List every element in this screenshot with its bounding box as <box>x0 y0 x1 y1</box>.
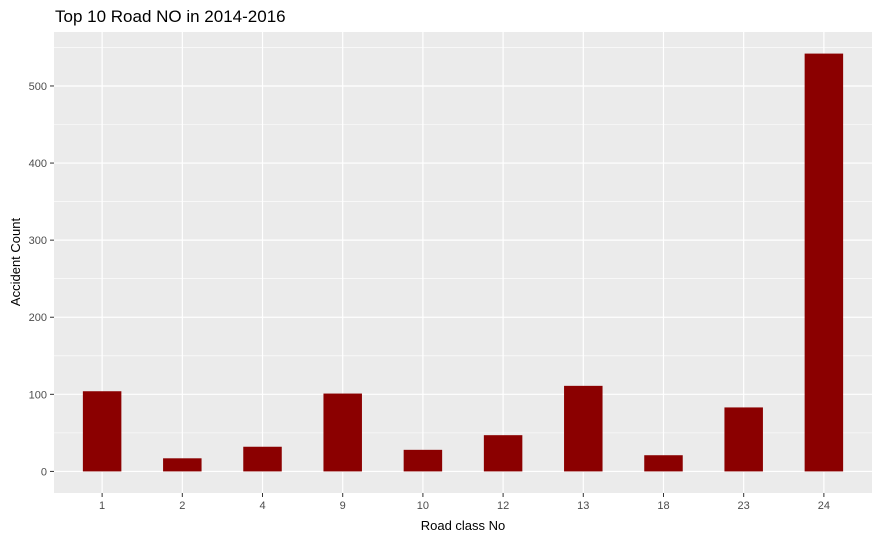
x-tick-label: 10 <box>417 500 429 512</box>
x-tick-label: 12 <box>497 500 509 512</box>
bar-18 <box>644 455 683 472</box>
y-tick-label: 500 <box>29 81 47 93</box>
bar-10 <box>403 449 443 472</box>
x-tick-label: 1 <box>99 500 105 512</box>
x-tick-label: 2 <box>179 500 185 512</box>
y-axis-ticks: 0 100 200 300 400 500 <box>29 81 54 478</box>
bar-1 <box>82 391 122 472</box>
y-tick-label: 100 <box>29 389 47 401</box>
bar-9 <box>323 393 362 472</box>
x-tick-label: 24 <box>818 500 830 512</box>
y-axis-title: Accident Count <box>8 218 23 307</box>
x-axis-title: Road class No <box>421 518 506 533</box>
bars <box>82 53 844 472</box>
x-tick-label: 23 <box>738 500 750 512</box>
minor-gridlines <box>54 47 872 434</box>
y-tick-label: 300 <box>29 235 47 247</box>
bar-23 <box>724 407 763 472</box>
x-tick-label: 9 <box>340 500 346 512</box>
y-tick-label: 400 <box>29 158 47 170</box>
chart-title: Top 10 Road NO in 2014-2016 <box>55 7 286 26</box>
bar-4 <box>243 446 282 472</box>
x-tick-label: 13 <box>577 500 589 512</box>
bar-13 <box>564 385 603 472</box>
y-tick-label: 0 <box>41 466 47 478</box>
x-tick-label: 18 <box>657 500 669 512</box>
bar-12 <box>483 435 523 472</box>
bar-24 <box>804 53 844 472</box>
x-tick-label: 4 <box>259 500 265 512</box>
y-tick-label: 200 <box>29 312 47 324</box>
bar-2 <box>163 458 202 472</box>
x-axis-ticks: 1 2 4 9 10 12 13 18 23 24 <box>99 493 830 512</box>
